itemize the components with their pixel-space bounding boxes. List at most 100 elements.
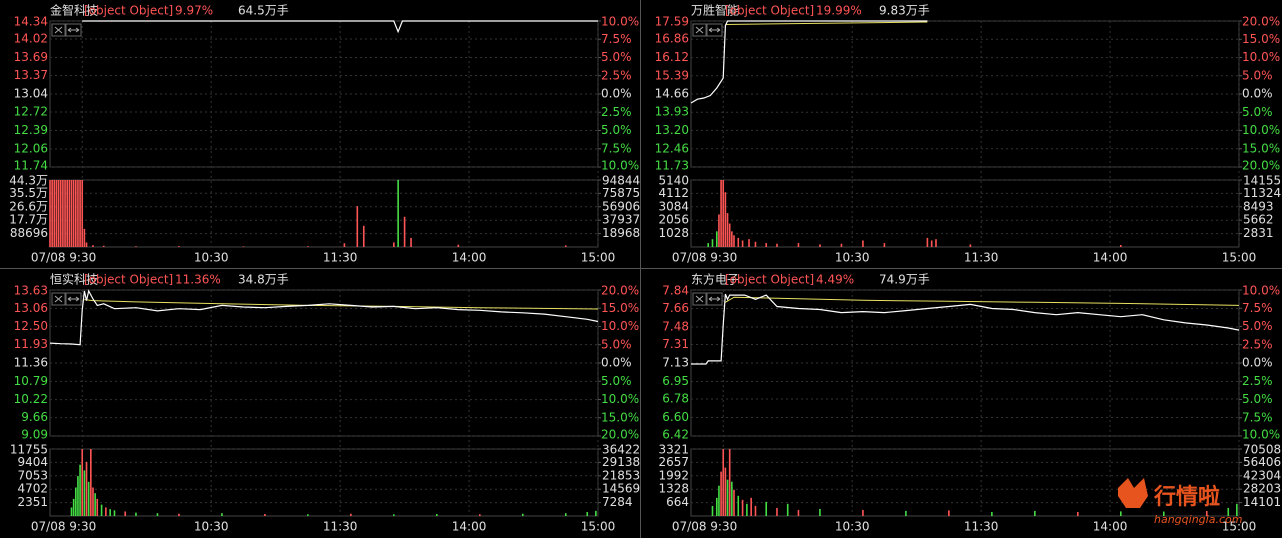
close-button <box>692 292 707 306</box>
amount-tick-label: 18968 <box>602 226 640 240</box>
percent-tick-label: 2.5% <box>1242 374 1273 388</box>
volume-tick-label: 5140 <box>658 174 689 188</box>
volume-bar <box>722 180 725 247</box>
stock-panel: 万胜智能[object Object] 19.99% 9.83万手 17.59 16.8… <box>655 3 1282 265</box>
price-tick-label: 6.60 <box>662 410 689 424</box>
price-tick-label: 12.50 <box>14 319 48 333</box>
volume-bar <box>135 512 137 516</box>
percent-tick-label: 20.0% <box>601 284 639 298</box>
percent-tick-label: 10.0% <box>1242 284 1280 298</box>
volume-bar <box>733 489 735 516</box>
volume-bar <box>586 512 589 516</box>
percent-tick-label: 10.0% <box>1242 123 1280 137</box>
amount-tick-label: 21853 <box>602 468 640 482</box>
volume-bar <box>85 461 88 516</box>
volume-tick-label: 26.6万 <box>9 199 48 213</box>
resize-button <box>65 23 82 37</box>
volume-bar <box>930 240 933 247</box>
price-tick-label: 6.42 <box>662 428 689 442</box>
volume-bar <box>741 499 744 516</box>
amount-tick-label: 14155 <box>1243 174 1281 188</box>
average-line <box>84 299 599 310</box>
volume-bar <box>1119 245 1122 247</box>
volume-bar <box>100 504 103 516</box>
last-price: [object Object] <box>725 273 814 287</box>
watermark-url: hangqingla.com <box>1154 513 1242 526</box>
percent-tick-label: 7.5% <box>601 141 632 155</box>
volume-bar <box>109 509 111 516</box>
volume-tick-label: 2056 <box>658 213 689 227</box>
watermark: 行情啦 hangqingla.com <box>1118 478 1242 526</box>
percent-tick-label: 10.0% <box>601 319 639 333</box>
volume-bar <box>1034 510 1036 516</box>
volume-bar <box>724 192 727 247</box>
amount-tick-label: 70508 <box>1243 443 1281 457</box>
volume-bar <box>362 225 365 247</box>
amount-tick-label: 42304 <box>1243 468 1281 482</box>
volume-bar <box>343 243 346 247</box>
percent-tick-label: 5.0% <box>601 123 632 137</box>
volume-bar <box>83 228 86 247</box>
volume-bar <box>90 449 92 516</box>
volume-bar <box>741 240 744 247</box>
change-percent: 11.36% <box>175 273 221 287</box>
volume-bar <box>72 180 75 247</box>
percent-tick-label: 2.5% <box>1242 337 1273 351</box>
volume-bar <box>737 237 740 247</box>
price-tick-label: 13.20 <box>655 123 689 137</box>
price-tick-label: 9.09 <box>21 428 48 442</box>
price-line <box>690 20 928 104</box>
volume-bar <box>720 471 722 516</box>
volume-bar <box>66 180 68 247</box>
volume-bar <box>77 476 79 516</box>
volume-bar <box>776 507 778 516</box>
time-tick-label: 07/08 9:30 <box>31 520 96 534</box>
percent-tick-label: 15.0% <box>1242 32 1280 46</box>
volume-bar <box>156 513 159 516</box>
close-icon <box>695 295 704 303</box>
volume-bar <box>595 510 597 516</box>
volume-bar <box>62 180 64 247</box>
volume-bar <box>81 449 84 516</box>
amount-tick-label: 2831 <box>1243 226 1274 240</box>
percent-tick-label: 5.0% <box>1242 105 1273 119</box>
volume-bar <box>102 245 105 247</box>
volume-tick-label: 1992 <box>658 468 689 482</box>
time-tick-label: 11:30 <box>964 520 999 534</box>
volume-total: 74.9万手 <box>879 273 930 287</box>
volume-bar <box>393 514 395 516</box>
percent-tick-label: 0.0% <box>601 356 632 370</box>
volume-tick-label: 3084 <box>658 199 689 213</box>
time-tick-label: 11:30 <box>323 251 358 265</box>
volume-bar <box>731 481 733 516</box>
volume-bar <box>715 497 718 516</box>
stock-panel: 恒实科技[object Object] 11.36% 34.8万手 13.63 13.0… <box>10 272 640 534</box>
volume-bar <box>726 213 729 247</box>
price-tick-label: 7.31 <box>662 337 689 351</box>
percent-tick-label: 5.0% <box>601 337 632 351</box>
close-icon <box>54 295 63 303</box>
volume-tick-label: 17.7万 <box>9 213 48 227</box>
price-tick-label: 7.13 <box>662 356 689 370</box>
price-tick-label: 6.78 <box>662 391 689 405</box>
percent-tick-label: 0.0% <box>1242 356 1273 370</box>
volume-bar <box>564 245 567 247</box>
volume-bar <box>85 242 88 247</box>
volume-bar <box>765 501 768 516</box>
volume-bar <box>77 180 79 247</box>
resize-icon <box>67 27 80 33</box>
time-tick-label: 14:00 <box>1093 520 1128 534</box>
volume-tick-label: 7053 <box>17 468 48 482</box>
time-tick-label: 10:30 <box>194 520 229 534</box>
close-button <box>51 292 66 306</box>
price-tick-label: 16.86 <box>655 32 689 46</box>
last-price: [object Object] <box>725 4 814 18</box>
percent-tick-label: 0.0% <box>601 87 632 101</box>
watermark-title: 行情啦 <box>1153 484 1220 510</box>
percent-tick-label: 2.5% <box>601 68 632 82</box>
volume-bar <box>92 487 94 516</box>
volume-bar <box>242 246 245 247</box>
amount-tick-label: 94844 <box>602 174 640 188</box>
volume-tick-label: 44.3万 <box>9 174 48 188</box>
volume-bar <box>178 513 180 516</box>
